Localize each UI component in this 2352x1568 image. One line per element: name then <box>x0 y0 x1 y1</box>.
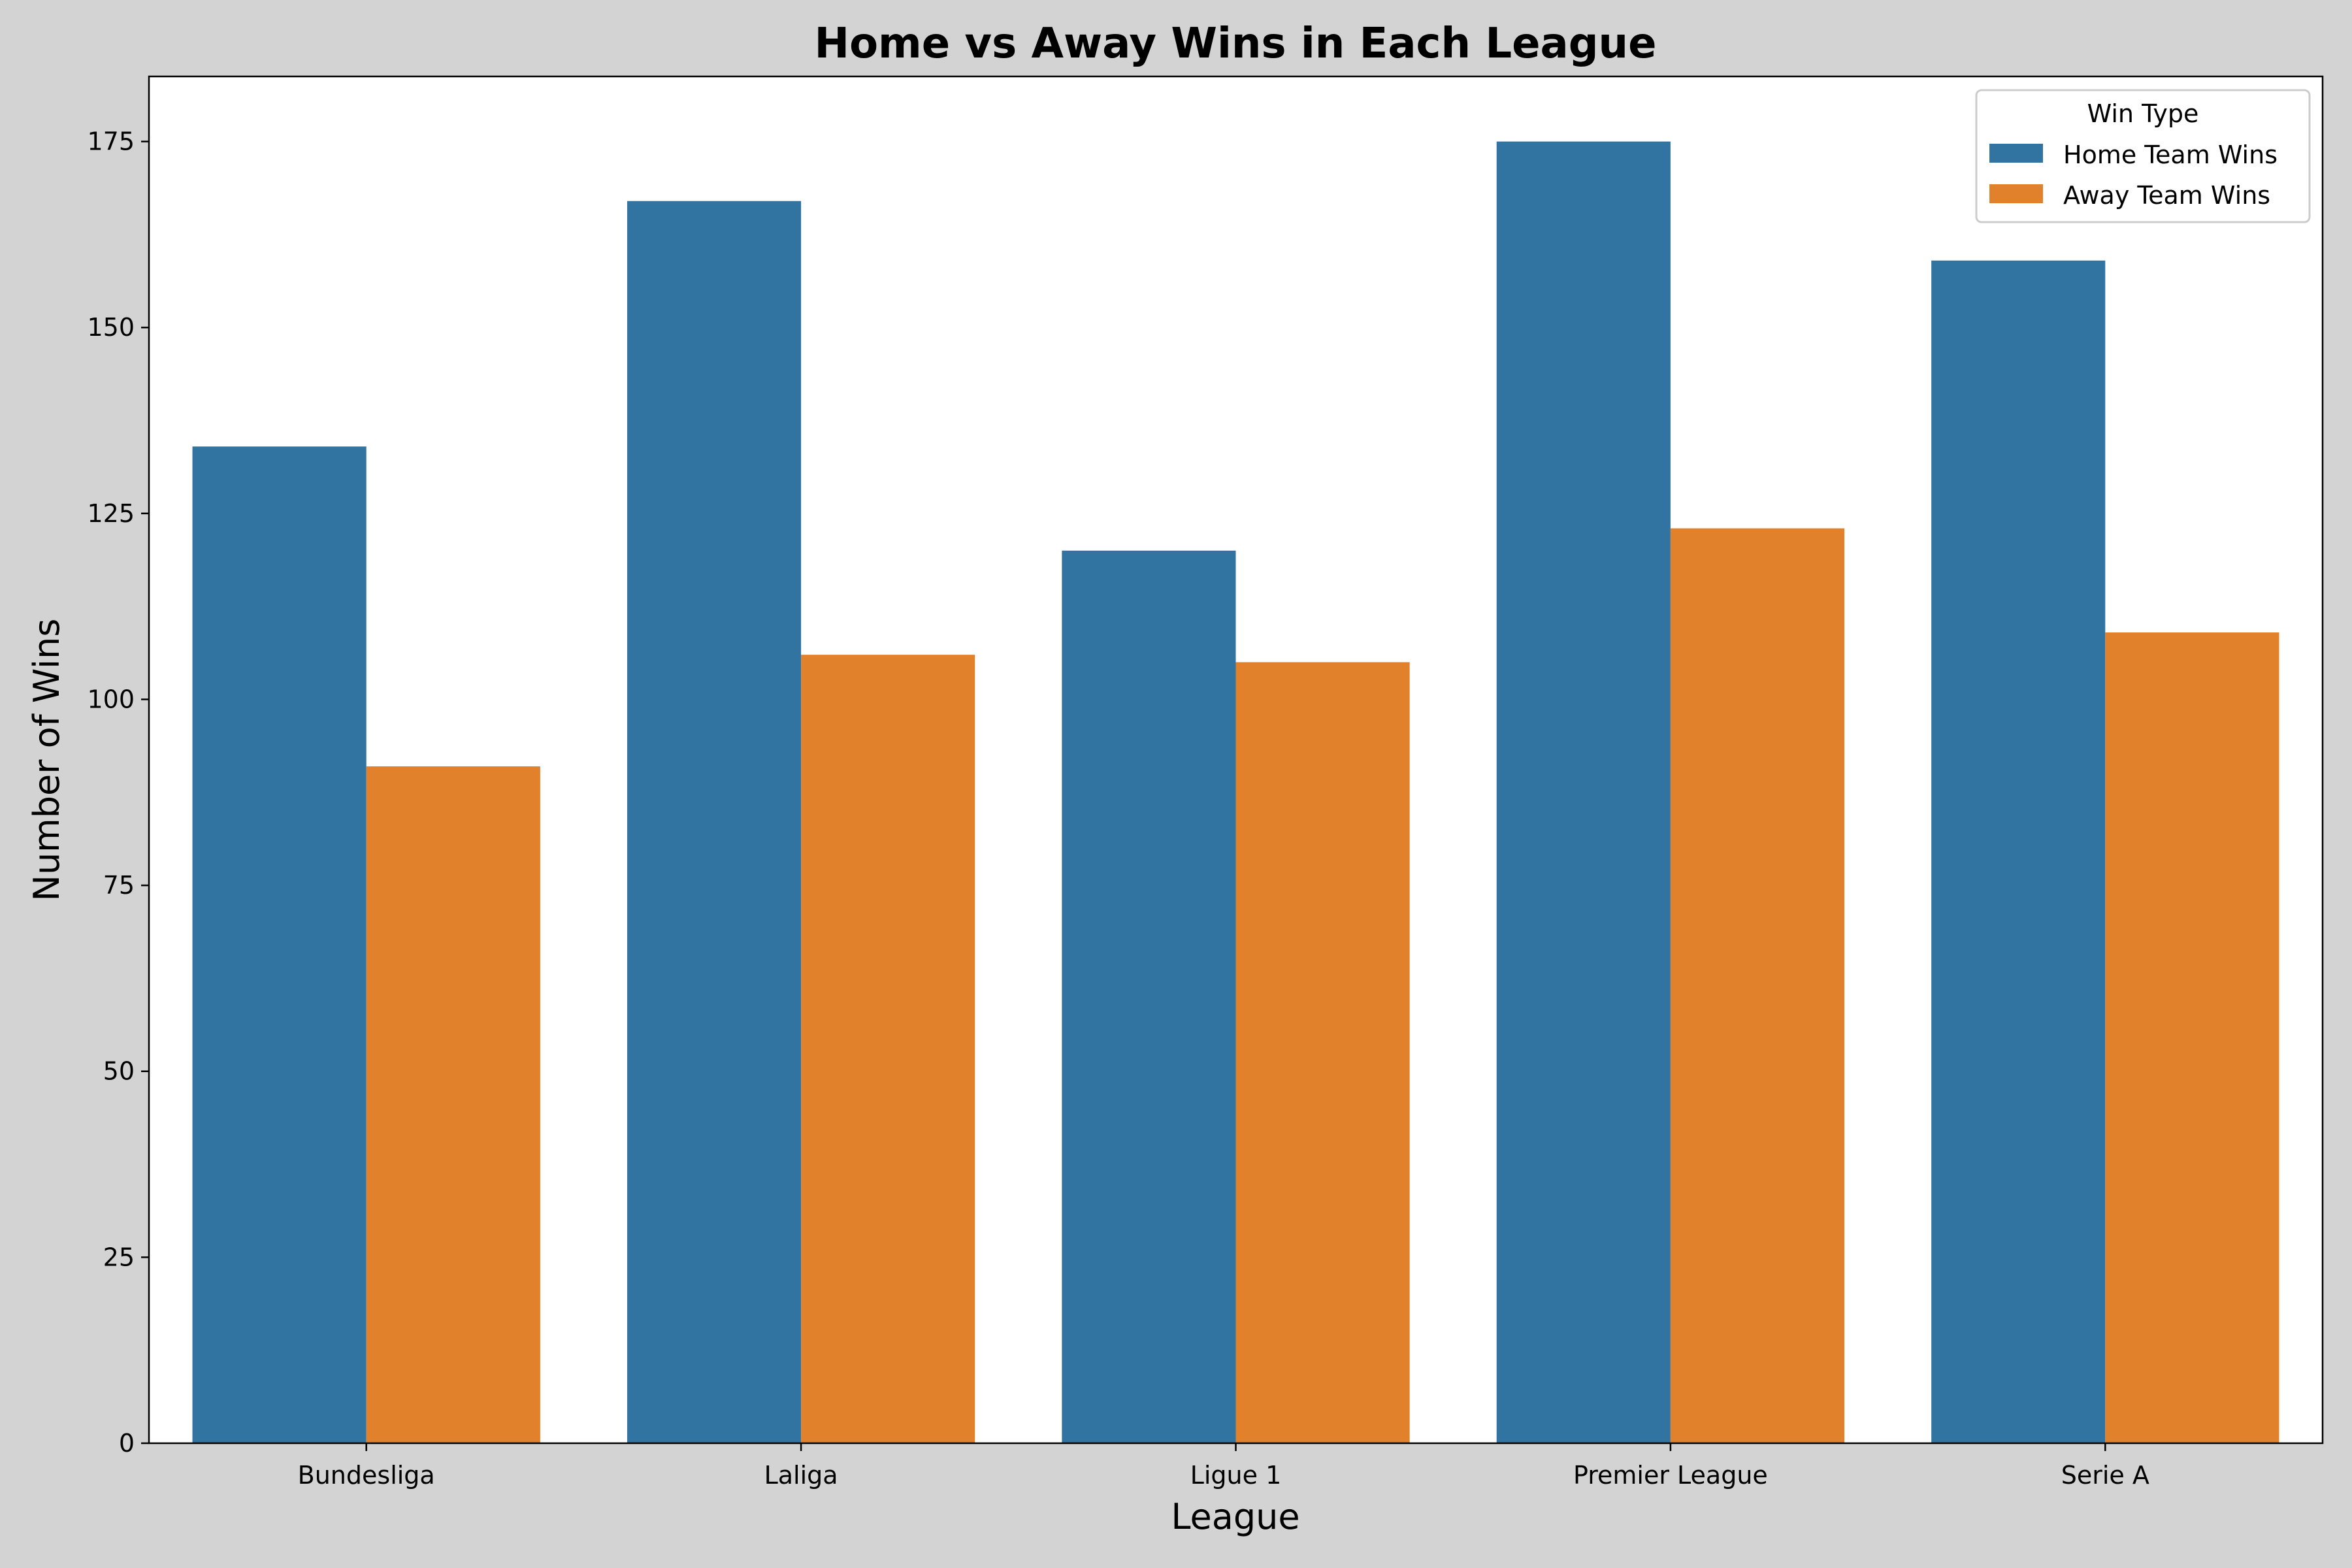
x-tick-label: Ligue 1 <box>1190 1461 1282 1490</box>
y-tick-label: 175 <box>87 127 135 156</box>
x-tick-label: Serie A <box>2061 1461 2149 1490</box>
plot-frame <box>148 75 2324 1445</box>
bar-serie-a-home-team-wins <box>1931 260 2106 1444</box>
legend-swatch-home-team-wins <box>1989 144 2043 163</box>
y-tick-label: 125 <box>87 499 135 528</box>
bars <box>192 141 2279 1444</box>
y-tick-label: 0 <box>119 1429 135 1458</box>
y-tick-label: 150 <box>87 313 135 342</box>
x-tick-label: Bundesliga <box>298 1461 435 1490</box>
bar-bundesliga-home-team-wins <box>192 446 367 1443</box>
bar-premier-league-away-team-wins <box>1670 528 1845 1443</box>
bar-laliga-away-team-wins <box>801 655 975 1443</box>
legend: Win Type Home Team Wins Away Team Wins <box>1975 89 2311 223</box>
y-axis-label: Number of Wins <box>26 619 67 902</box>
bar-bundesliga-away-team-wins <box>366 766 540 1443</box>
bar-ligue-1-away-team-wins <box>1235 662 1410 1443</box>
y-tick-label: 75 <box>103 871 135 900</box>
x-axis-label: League <box>1171 1496 1299 1537</box>
y-tick-label: 25 <box>103 1243 135 1271</box>
bar-premier-league-home-team-wins <box>1496 141 1671 1444</box>
x-tick-label: Laliga <box>764 1461 838 1490</box>
y-tick-label: 50 <box>103 1057 135 1086</box>
bar-ligue-1-home-team-wins <box>1062 550 1236 1443</box>
chart-title: Home vs Away Wins in Each League <box>815 20 1657 68</box>
legend-title: Win Type <box>2087 99 2199 128</box>
legend-label-away-team-wins: Away Team Wins <box>2063 181 2270 210</box>
bar-serie-a-away-team-wins <box>2105 632 2279 1444</box>
y-tick-label: 100 <box>87 685 135 713</box>
y-axis: 0 25 50 75 100 125 150 175 <box>87 127 149 1458</box>
legend-label-home-team-wins: Home Team Wins <box>2063 140 2278 169</box>
legend-frame <box>1975 89 2311 223</box>
x-axis: Bundesliga Laliga Ligue 1 Premier League Ser… <box>298 1443 2149 1490</box>
bar-laliga-home-team-wins <box>627 201 802 1443</box>
legend-swatch-away-team-wins <box>1989 184 2043 203</box>
x-tick-label: Premier League <box>1573 1461 1768 1490</box>
